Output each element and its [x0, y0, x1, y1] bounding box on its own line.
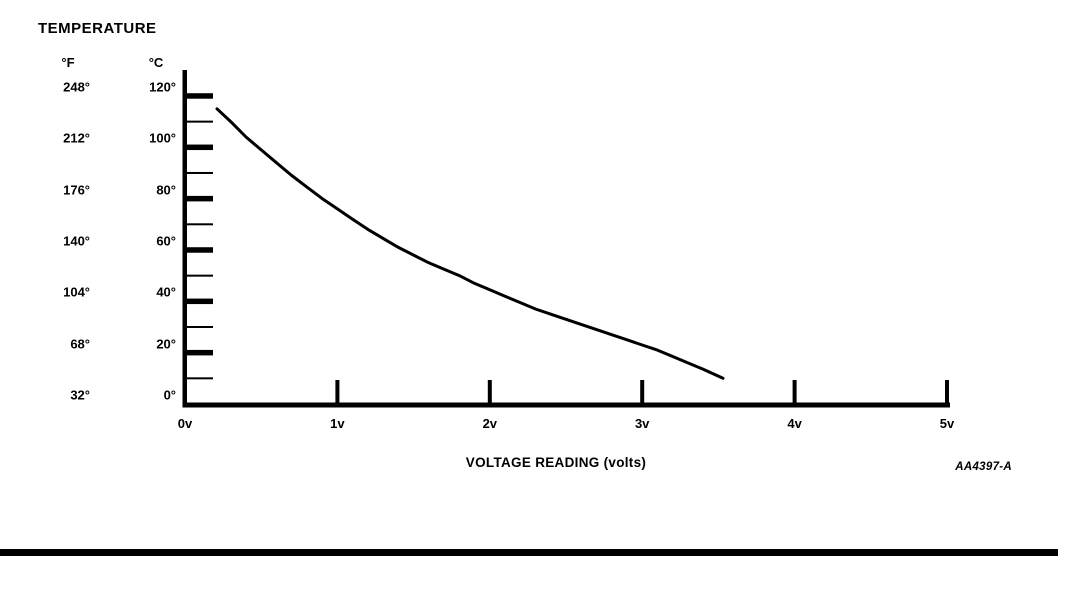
- y-axis-major-tick: [187, 349, 213, 356]
- y-axis-label-celsius: 80°: [156, 182, 176, 198]
- y-axis-label-fahrenheit: 212°: [63, 130, 90, 146]
- celsius-column-header: °C: [148, 55, 164, 70]
- y-axis-minor-tick: [187, 274, 213, 277]
- chart-title: TEMPERATURE: [38, 20, 157, 37]
- x-axis-title: VOLTAGE READING (volts): [465, 455, 647, 470]
- x-axis-tick: [487, 380, 492, 404]
- y-axis-label-celsius: 120°: [149, 79, 176, 95]
- x-axis-label: 5v: [939, 416, 955, 431]
- x-axis-tick: [945, 380, 949, 404]
- x-axis-tick: [792, 380, 797, 404]
- y-axis-label-fahrenheit: 140°: [63, 233, 90, 249]
- temperature-curve: [215, 107, 725, 380]
- y-axis-minor-tick: [187, 171, 213, 174]
- separator-line: [0, 549, 1058, 556]
- y-axis-minor-tick: [187, 377, 213, 380]
- y-axis-label-celsius: 0°: [163, 387, 176, 403]
- y-axis-major-tick: [187, 298, 213, 305]
- y-axis-label-fahrenheit: 68°: [70, 336, 90, 352]
- y-axis-label-fahrenheit: 176°: [63, 182, 90, 198]
- x-axis-label: 4v: [787, 416, 802, 431]
- y-axis-major-tick: [187, 144, 213, 151]
- y-axis-label-celsius: 60°: [156, 233, 176, 249]
- x-axis-label: 2v: [482, 416, 498, 431]
- y-axis-major-tick: [187, 195, 213, 202]
- y-axis-minor-tick: [187, 325, 213, 328]
- y-axis-label-fahrenheit: 32°: [70, 387, 90, 403]
- fahrenheit-column-header: °F: [61, 55, 75, 70]
- y-axis-label-fahrenheit: 248°: [63, 79, 90, 95]
- y-axis-major-tick: [187, 247, 213, 253]
- y-axis-minor-tick: [187, 120, 213, 123]
- figure-code: AA4397-A: [955, 461, 1012, 473]
- y-axis-major-tick: [187, 93, 213, 99]
- y-axis-line: [182, 70, 187, 407]
- x-axis-label: 1v: [330, 416, 345, 431]
- y-axis-label-fahrenheit: 104°: [63, 284, 90, 300]
- x-axis-tick: [640, 380, 645, 404]
- x-axis-tick: [335, 380, 340, 404]
- y-axis-label-celsius: 20°: [156, 336, 176, 352]
- x-axis-label: 3v: [634, 416, 650, 431]
- y-axis-minor-tick: [187, 223, 213, 226]
- y-axis-label-celsius: 100°: [149, 130, 176, 146]
- x-axis-label: 0v: [177, 416, 193, 431]
- y-axis-label-celsius: 40°: [156, 284, 176, 300]
- x-axis-line: [182, 402, 950, 408]
